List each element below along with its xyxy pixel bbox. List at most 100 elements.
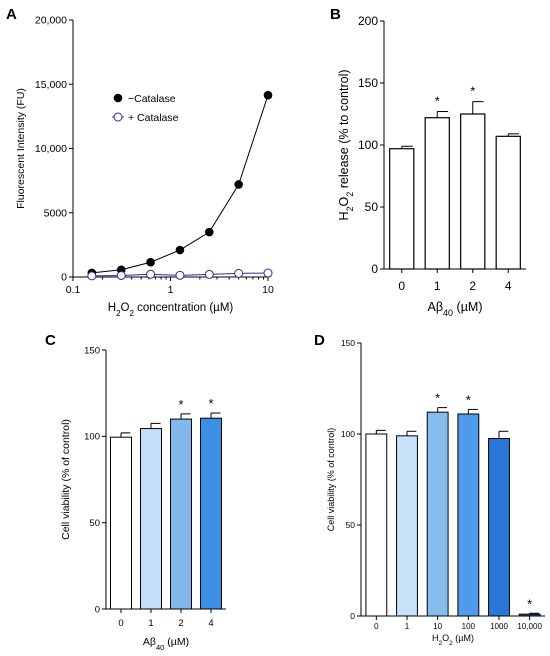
bar xyxy=(396,435,418,617)
axis-label-part: H xyxy=(337,212,351,221)
x-axis-label: H2O2 (µM) xyxy=(432,633,474,647)
axis-label-part: O xyxy=(121,302,130,314)
x-tick-label: 0.1 xyxy=(66,284,81,296)
y-tick-label: 100 xyxy=(84,432,100,443)
y-tick-label: 100 xyxy=(341,429,355,439)
axis-label-subscript: 40 xyxy=(156,643,164,652)
axis-label-part: (µM) xyxy=(453,300,482,314)
axis-label-part: (µM) xyxy=(453,633,474,643)
legend-label: + Catalase xyxy=(128,112,179,124)
data-point xyxy=(116,270,126,280)
axis-label-part: H xyxy=(432,633,439,643)
bar xyxy=(140,428,162,610)
bar xyxy=(488,438,510,617)
significance-mark: * xyxy=(435,94,440,109)
panel-letter-d: D xyxy=(314,332,325,349)
y-axis-label: Cell viability (% of control) xyxy=(60,419,72,540)
axis-label-part: Aβ xyxy=(143,636,156,648)
data-point xyxy=(146,269,156,279)
y-tick-label: 0 xyxy=(95,604,100,615)
significance-mark: * xyxy=(527,596,532,611)
x-tick-label: 0 xyxy=(118,618,123,629)
y-tick-label: 50 xyxy=(89,518,100,529)
bar xyxy=(426,411,449,617)
y-tick-label: 150 xyxy=(358,76,378,90)
y-tick-label: 200 xyxy=(358,14,378,28)
data-point xyxy=(204,227,214,237)
y-tick-label: 10,000 xyxy=(35,143,67,155)
bar xyxy=(170,418,192,610)
x-tick-label: 10 xyxy=(262,284,274,296)
axis-label-subscript: 2 xyxy=(449,640,453,647)
significance-mark: * xyxy=(178,397,183,412)
data-point xyxy=(87,271,97,281)
axis-label-part: Aβ xyxy=(428,300,444,314)
x-tick-label: 10 xyxy=(433,622,442,631)
x-tick-label: 4 xyxy=(505,279,512,293)
axis-label-part: release (% to control) xyxy=(337,69,351,191)
bar xyxy=(424,117,450,270)
axis-label-subscript: 2 xyxy=(345,192,355,197)
data-point xyxy=(234,268,244,278)
y-axis-label: H2O2 release (% to control) xyxy=(337,69,355,220)
axis-label-part: concentration (µM) xyxy=(134,302,233,314)
y-axis-label: Cell viability (% of control) xyxy=(326,428,336,532)
significance-mark: * xyxy=(470,84,475,99)
axis-label-part: O xyxy=(442,633,449,643)
data-point xyxy=(263,90,273,100)
data-point xyxy=(146,257,155,267)
y-tick-label: 15,000 xyxy=(35,79,67,91)
data-point xyxy=(204,269,214,279)
bar xyxy=(200,417,222,610)
x-axis-label: H2O2 concentration (µM) xyxy=(108,302,234,318)
bar xyxy=(518,613,541,617)
x-tick-label: 0 xyxy=(398,279,405,293)
bar xyxy=(389,148,415,270)
data-point xyxy=(234,180,243,189)
x-tick-label: 0 xyxy=(374,622,379,631)
panel-letter-a: A xyxy=(6,6,17,23)
bar xyxy=(110,436,132,610)
x-tick-label: 1000 xyxy=(490,622,508,631)
axis-label-part: O xyxy=(337,196,351,206)
legend-marker xyxy=(113,112,123,122)
axis-label-subscript: 2 xyxy=(116,309,121,318)
y-tick-label: 150 xyxy=(84,345,100,356)
panel-d-bar-chart: 0 50 100 150 0 1 10 * 100 * 1000 10,000 * Cell viabil… xyxy=(326,338,545,647)
y-tick-label: 0 xyxy=(350,611,355,621)
x-tick-label: 100 xyxy=(462,622,476,631)
significance-mark: * xyxy=(466,392,471,407)
x-axis-label: Aβ40 (µM) xyxy=(143,636,189,652)
panel-c-bar-chart: 0 50 100 150 0 1 2 * 4 * Cell viability (% of cont… xyxy=(60,345,226,652)
data-point xyxy=(263,268,273,278)
y-tick-label: 50 xyxy=(365,200,379,214)
panel-letter-c: C xyxy=(45,332,56,349)
y-tick-label: 100 xyxy=(358,138,378,152)
x-tick-label: 1 xyxy=(434,279,441,293)
x-tick-label: 10,000 xyxy=(517,622,542,631)
y-axis-label: Fluorescent Intensity (FU) xyxy=(15,88,27,209)
y-tick-label: 5000 xyxy=(44,207,68,219)
x-tick-label: 4 xyxy=(208,618,213,629)
axis-label-subscript: 2 xyxy=(129,309,134,318)
x-tick-label: 1 xyxy=(168,284,174,296)
x-tick-label: 1 xyxy=(405,622,410,631)
y-tick-label: 0 xyxy=(61,272,67,284)
y-tick-label: 50 xyxy=(346,520,356,530)
significance-mark: * xyxy=(208,396,213,411)
data-point xyxy=(175,245,185,255)
legend-label: −Catalase xyxy=(128,93,176,105)
panel-a-line-chart: 0 5000 10,000 15,000 20,000 0.1 1 10 Fluorescent… xyxy=(15,15,274,318)
axis-label-part: H xyxy=(108,302,116,314)
axis-label-subscript: 2 xyxy=(439,640,443,647)
legend-marker xyxy=(113,93,123,103)
axis-label-part: (µM) xyxy=(164,636,189,648)
data-point xyxy=(175,270,185,280)
x-axis-label: Aβ40 (µM) xyxy=(428,300,483,318)
panel-letter-b: B xyxy=(330,6,341,23)
y-tick-label: 150 xyxy=(341,338,355,348)
x-tick-label: 1 xyxy=(148,618,153,629)
bar xyxy=(495,135,521,270)
